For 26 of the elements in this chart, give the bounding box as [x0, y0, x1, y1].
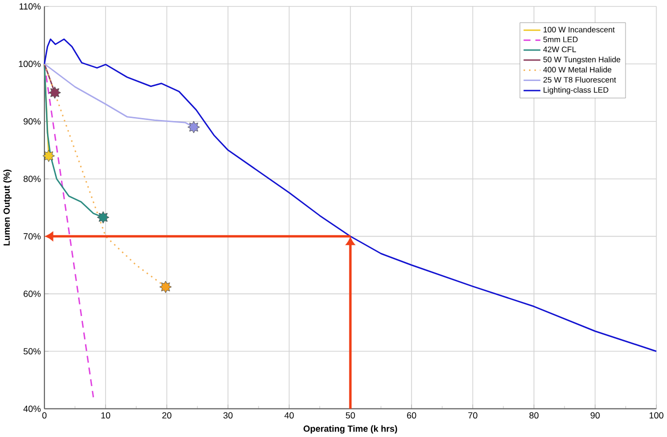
x-tick-label: 0	[42, 412, 47, 419]
x-tick-label: 80	[529, 412, 539, 419]
point	[48, 86, 61, 99]
y-tick-label: 60%	[24, 290, 41, 298]
x-tick-label: 20	[162, 412, 172, 419]
y-tick-label: 40%	[23, 406, 41, 412]
y-tick-label: 100%	[18, 60, 41, 68]
point	[188, 121, 200, 134]
x-tick-label: 90	[590, 412, 600, 419]
y-tick-label: 70%	[24, 233, 41, 240]
x-tick-label: 100	[650, 412, 664, 419]
y-tick-label: 110%	[20, 3, 41, 10]
y-tick-label: 80%	[24, 176, 41, 182]
x-tick-label: 50	[346, 412, 355, 419]
y-axis-title: Lumen Output (%)	[3, 170, 12, 246]
point	[97, 211, 110, 224]
point	[42, 150, 55, 162]
x-tick-label: 10	[101, 412, 110, 419]
x-tick-label: 40	[284, 412, 294, 419]
x-axis-title: Operating Time (k hrs)	[304, 425, 398, 434]
y-tick-label: 50%	[24, 348, 41, 355]
point	[159, 280, 172, 294]
x-tick-label: 70	[468, 412, 478, 419]
y-tick-label: 90%	[24, 118, 41, 125]
x-tick-label: 60	[407, 412, 416, 419]
x-tick-label: 30	[223, 412, 233, 419]
